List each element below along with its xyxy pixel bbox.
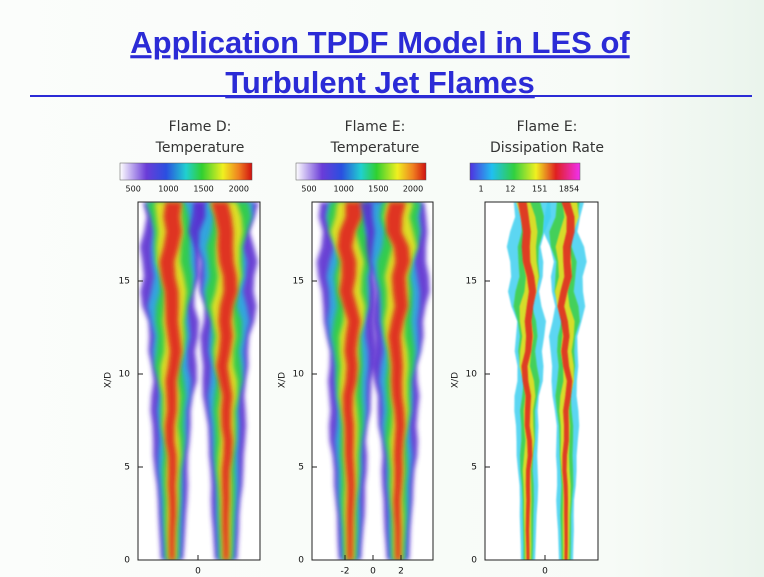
panel-title: Flame E: (345, 119, 406, 135)
panel-title: Flame D: (169, 119, 232, 135)
title-line: Application TPDF Model in LES of (130, 25, 630, 60)
y-tick-label: 5 (124, 463, 130, 473)
colorbar-label: 1500 (193, 185, 213, 194)
colorbar-label: 1000 (158, 185, 178, 194)
y-tick-label: 15 (466, 277, 477, 287)
colorbar-label: 1 (478, 185, 483, 194)
colorbar-label: 12 (505, 185, 515, 194)
x-tick-label: 2 (398, 567, 404, 577)
y-axis-label: X/D (104, 372, 114, 388)
y-tick-label: 15 (293, 277, 304, 287)
x-tick-label: 0 (542, 567, 548, 577)
colorbar-label: 151 (532, 185, 547, 194)
panel-title: Temperature (155, 140, 245, 156)
colorbar (296, 163, 426, 180)
y-tick-label: 0 (298, 556, 304, 566)
colorbar (120, 163, 252, 180)
x-tick-label: 0 (370, 567, 376, 577)
colorbar (470, 163, 580, 180)
y-tick-label: 0 (471, 556, 477, 566)
x-tick-label: 0 (195, 567, 201, 577)
colorbar-label: 1000 (333, 185, 353, 194)
colorbar-label: 500 (126, 185, 141, 194)
colorbar-label: 1500 (368, 185, 388, 194)
y-tick-label: 5 (298, 463, 304, 473)
slide: Application TPDF Model in LES of Turbule… (0, 0, 764, 577)
colorbar-label: 2000 (229, 185, 249, 194)
title-line: Turbulent Jet Flames (225, 65, 535, 100)
y-tick-label: 5 (471, 463, 477, 473)
y-tick-label: 0 (124, 556, 130, 566)
panel-title: Flame E: (517, 119, 578, 135)
colorbar-label: 1854 (559, 185, 579, 194)
y-tick-label: 15 (119, 277, 130, 287)
colorbar-label: 2000 (403, 185, 423, 194)
x-tick-label: -2 (341, 567, 350, 577)
y-axis-label: X/D (451, 372, 461, 388)
y-axis-label: X/D (278, 372, 288, 388)
panel-title: Dissipation Rate (490, 140, 604, 156)
colorbar-label: 500 (301, 185, 316, 194)
panel-title: Temperature (330, 140, 420, 156)
y-tick-label: 10 (293, 370, 305, 380)
y-tick-label: 10 (119, 370, 131, 380)
y-tick-label: 10 (466, 370, 478, 380)
